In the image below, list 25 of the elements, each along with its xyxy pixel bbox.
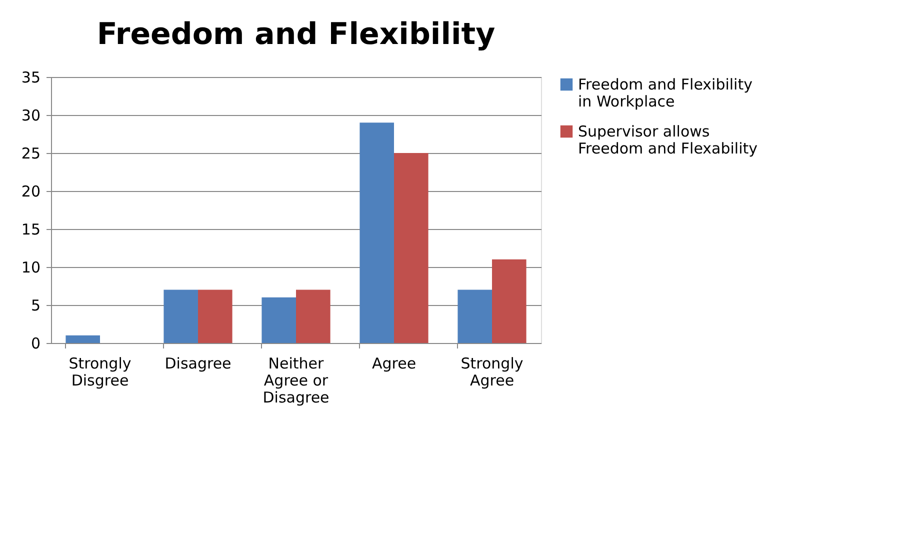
x-tick-label: Strongly Agree (460, 354, 524, 390)
y-tick-label: 10 (21, 258, 40, 276)
bar (394, 153, 428, 343)
y-tick-label: 30 (21, 106, 40, 124)
chart-title: Freedom and Flexibility (96, 17, 496, 52)
bar (492, 259, 526, 343)
x-tick-label: Strongly Disgree (68, 354, 132, 390)
x-tick-label: Disagree (164, 354, 232, 372)
y-tick-label: 0 (30, 334, 40, 352)
legend-label: Freedom and Flexibility in Workplace (578, 76, 753, 110)
bar (296, 290, 330, 343)
y-tick-label: 20 (21, 182, 40, 200)
bar (458, 290, 492, 343)
y-tick-label: 35 (21, 68, 40, 86)
y-tick-label: 15 (21, 220, 40, 238)
bar (198, 290, 232, 343)
x-tick-label: Neither Agree or Disagree (262, 354, 330, 406)
y-tick-label: 5 (30, 296, 40, 314)
x-tick-label: Agree (372, 354, 416, 372)
bar (360, 122, 394, 343)
bar (262, 297, 296, 343)
y-tick-label: 25 (21, 144, 40, 162)
legend-label: Supervisor allows Freedom and Flexability (578, 122, 758, 158)
bar (164, 290, 198, 343)
bar (66, 335, 100, 343)
